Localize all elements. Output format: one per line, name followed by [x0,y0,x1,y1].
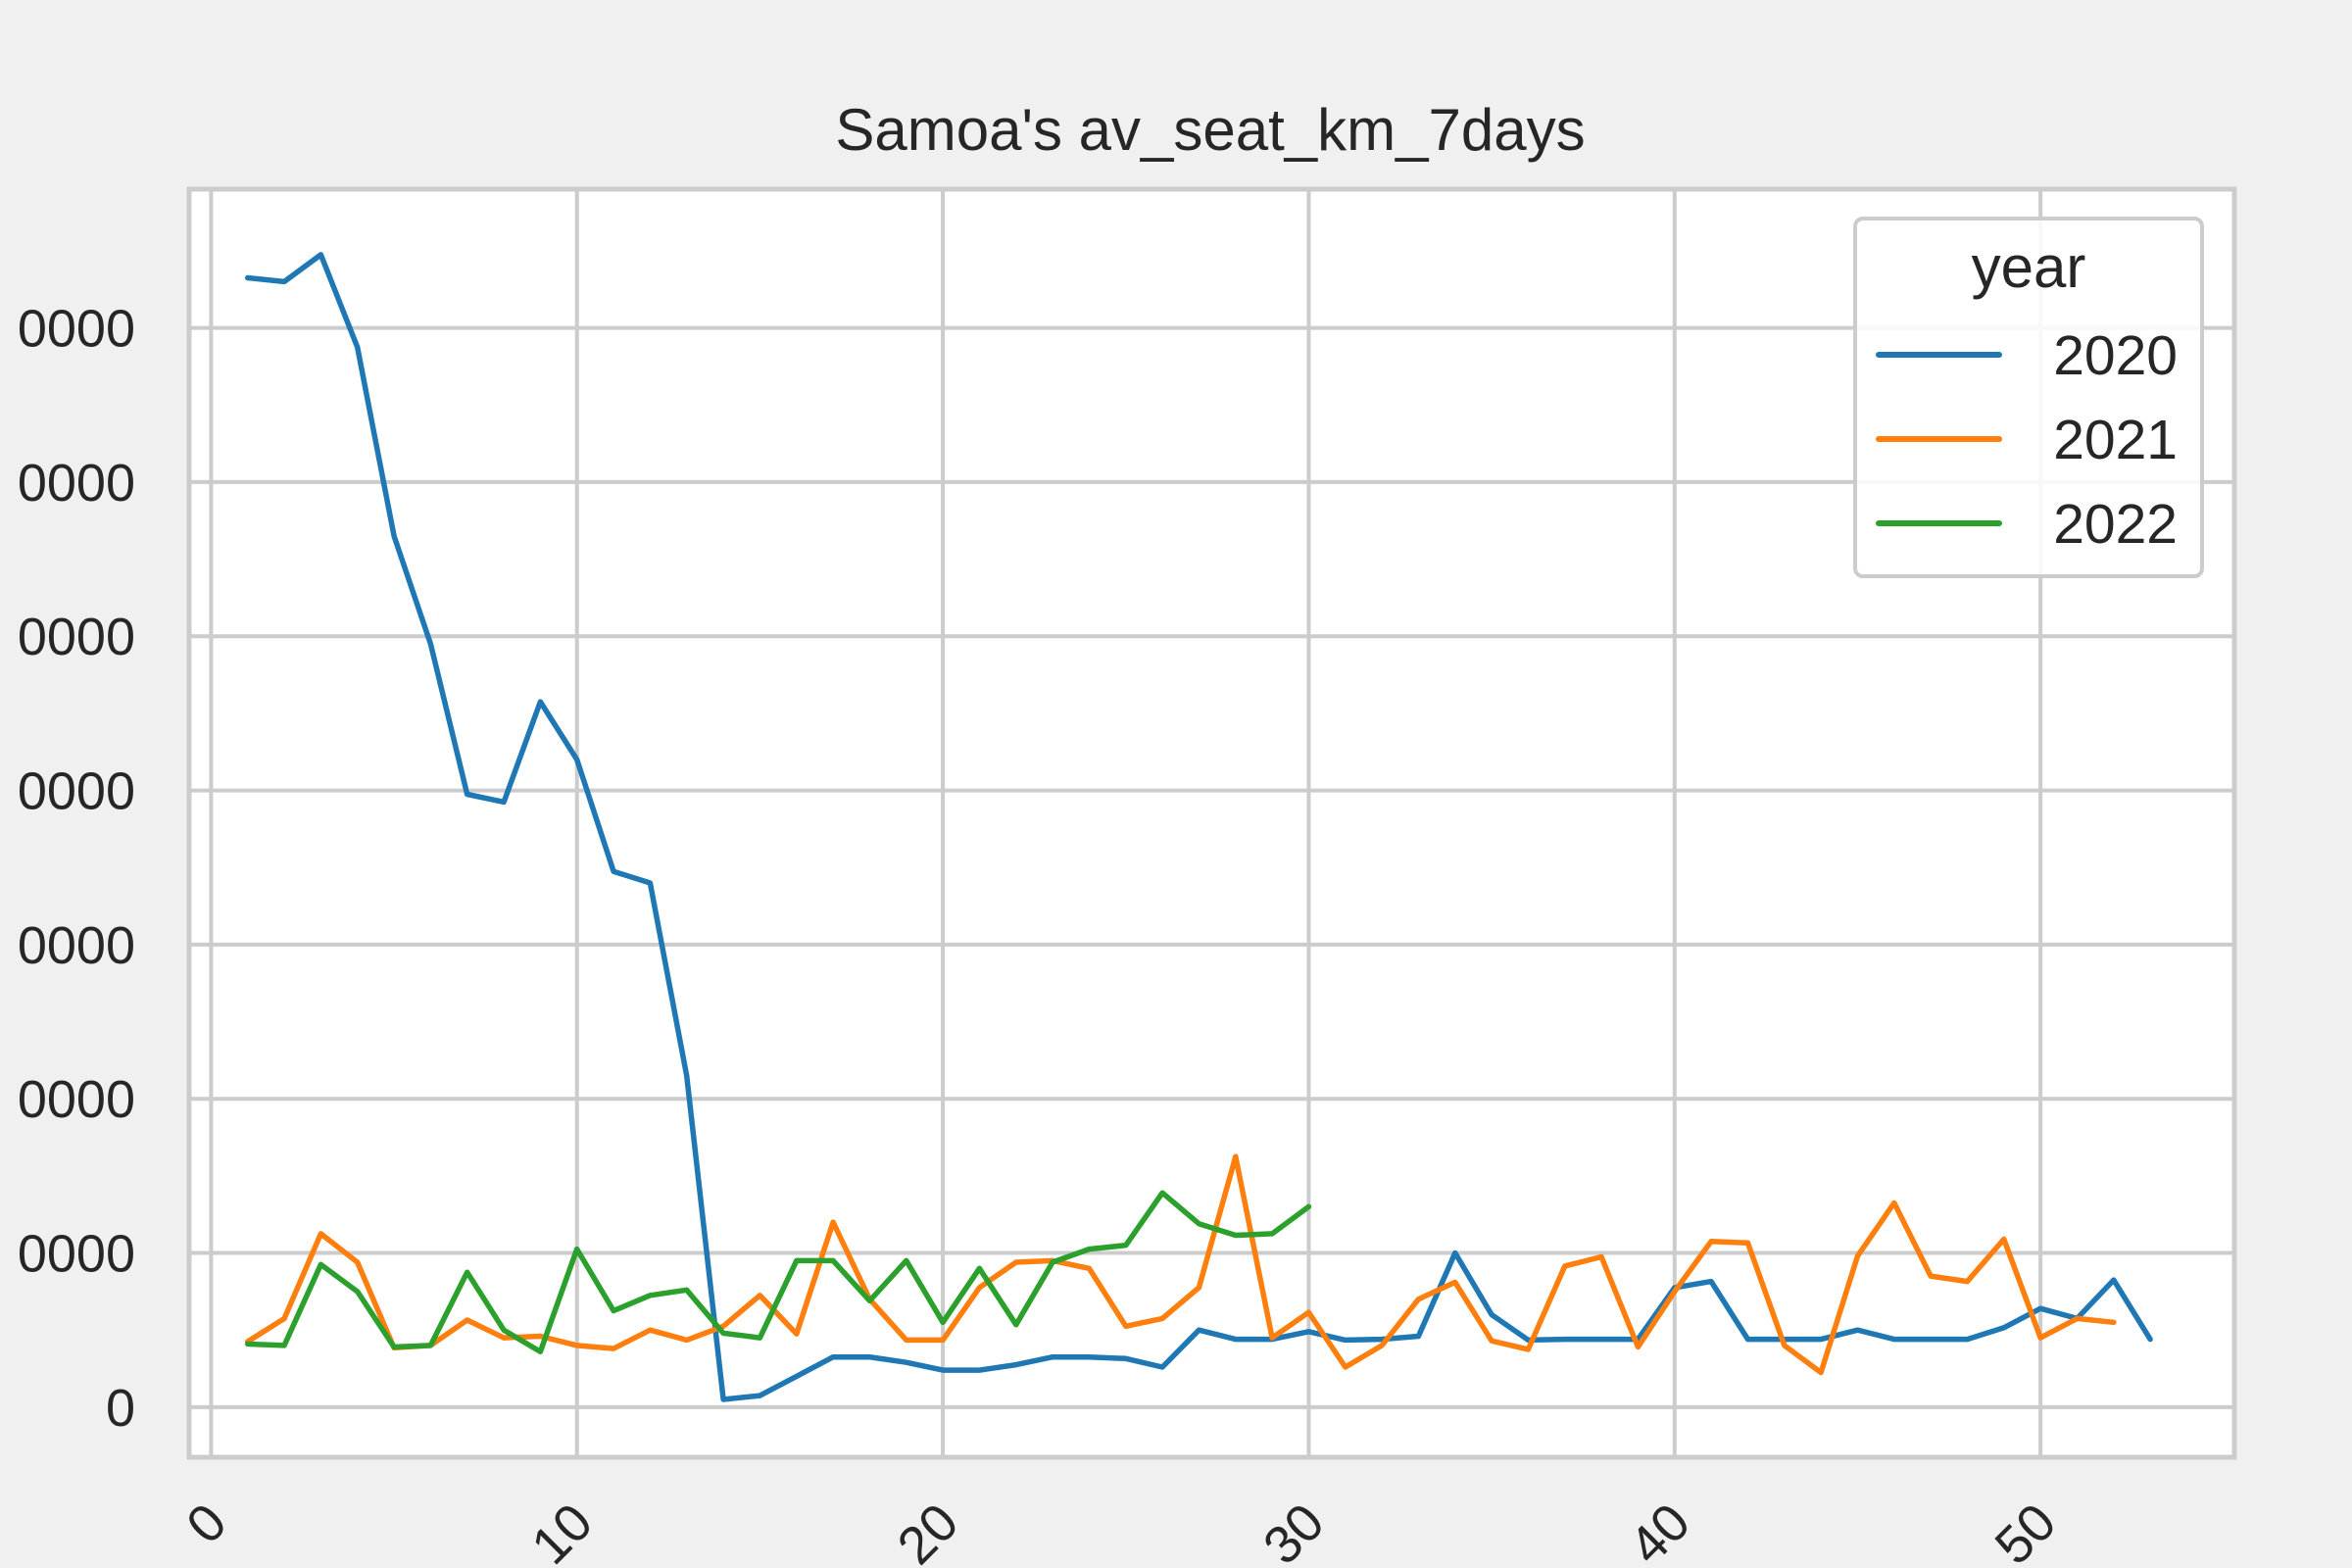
legend-label-2022: 2022 [2053,493,2178,556]
series-line-2021 [244,1153,2117,1376]
legend: year 2020 2021 2022 [1853,217,2204,578]
y-tick-label: 0000 [18,916,135,975]
y-tick-label: 0000 [18,454,135,513]
grid [189,189,2234,1457]
chart-title: Samoa's av_seat_km_7days [835,97,1585,163]
y-tick-label: 0000 [18,762,135,821]
series-lines [244,252,2153,1402]
y-tick-label: 0000 [18,300,135,359]
y-tick-label: 0 [106,1379,135,1438]
legend-label-2021: 2021 [2053,409,2178,471]
series-line-2022 [244,1190,1312,1354]
legend-title: year [1972,234,2086,300]
legend-label-2020: 2020 [2053,324,2178,387]
y-tick-label: 0000 [18,1070,135,1129]
y-tick-label: 0000 [18,1225,135,1284]
y-tick-label: 0000 [18,608,135,666]
legend-box [1853,217,2204,578]
